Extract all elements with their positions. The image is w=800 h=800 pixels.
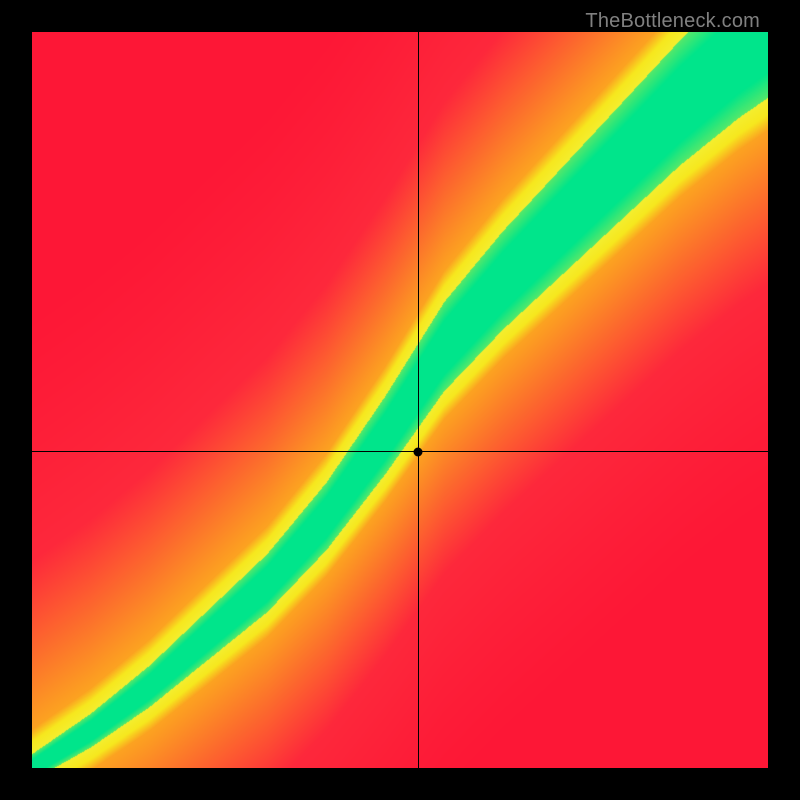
crosshair-marker-dot	[414, 447, 423, 456]
chart-frame	[32, 32, 768, 768]
watermark-text: TheBottleneck.com	[585, 10, 760, 33]
heatmap-canvas	[32, 32, 768, 768]
crosshair-horizontal	[32, 451, 768, 452]
heatmap-plot	[32, 32, 768, 768]
crosshair-vertical	[418, 32, 419, 768]
